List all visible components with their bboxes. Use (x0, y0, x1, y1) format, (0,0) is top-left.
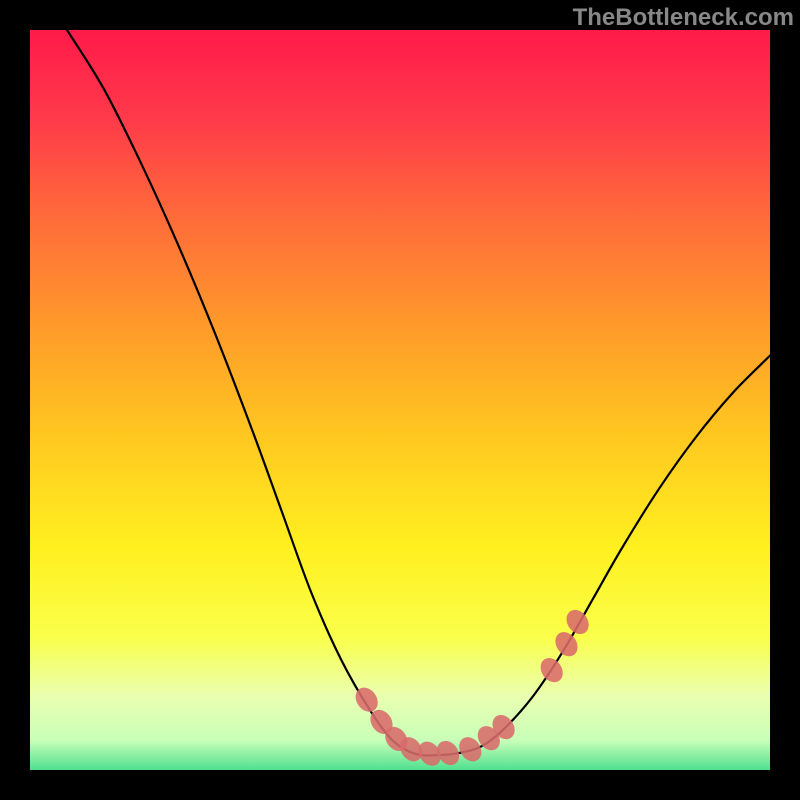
markers-layer (30, 30, 770, 770)
watermark-text: TheBottleneck.com (573, 4, 794, 32)
data-marker (536, 654, 567, 687)
plot-area (30, 30, 770, 770)
